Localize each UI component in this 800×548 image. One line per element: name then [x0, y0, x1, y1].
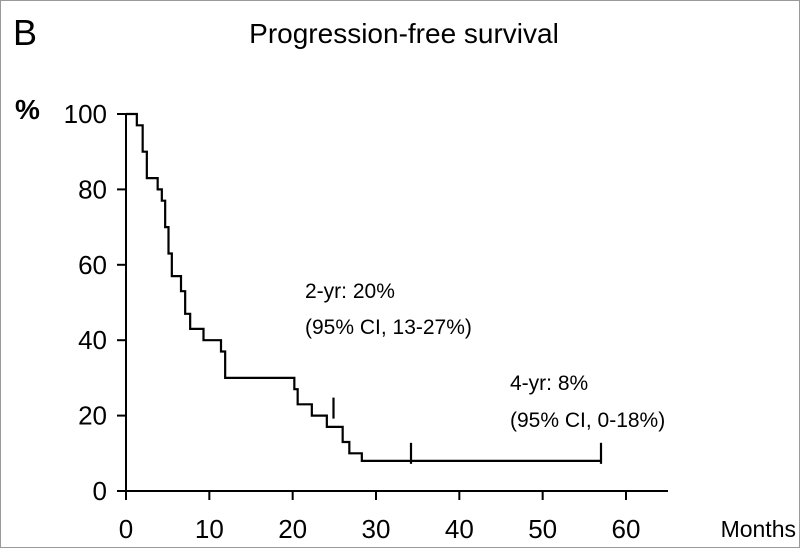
- x-tick-label: 10: [195, 514, 224, 544]
- x-ticks: 0 10 20 30 40 50 60: [119, 491, 641, 544]
- y-tick-label: 40: [78, 325, 107, 355]
- y-tick-label: 20: [78, 401, 107, 431]
- y-tick-label: 80: [78, 174, 107, 204]
- y-tick-label: 60: [78, 250, 107, 280]
- x-tick-label: 0: [119, 514, 133, 544]
- y-tick-label: 0: [93, 476, 107, 506]
- y-axis-label: %: [15, 94, 40, 125]
- annotation-4yr-ci: (95% CI, 0-18%): [510, 409, 665, 432]
- x-tick-label: 50: [528, 514, 557, 544]
- x-tick-label: 60: [612, 514, 641, 544]
- y-ticks: 0 20 40 60 80 100: [64, 99, 126, 506]
- annotation-2yr: 2-yr: 20%: [305, 280, 395, 303]
- annotation-4yr: 4-yr: 8%: [510, 372, 588, 395]
- y-tick-label: 100: [64, 99, 107, 129]
- chart-title: Progression-free survival: [249, 18, 559, 49]
- panel-label: B: [13, 12, 37, 53]
- x-tick-label: 40: [445, 514, 474, 544]
- annotation-2yr-ci: (95% CI, 13-27%): [305, 316, 472, 339]
- survival-curve: [126, 112, 601, 462]
- x-axis-label: Months: [721, 516, 796, 542]
- x-tick-label: 20: [278, 514, 307, 544]
- series-group: [126, 112, 601, 462]
- censor-marks: [332, 397, 603, 464]
- x-tick-label: 30: [362, 514, 391, 544]
